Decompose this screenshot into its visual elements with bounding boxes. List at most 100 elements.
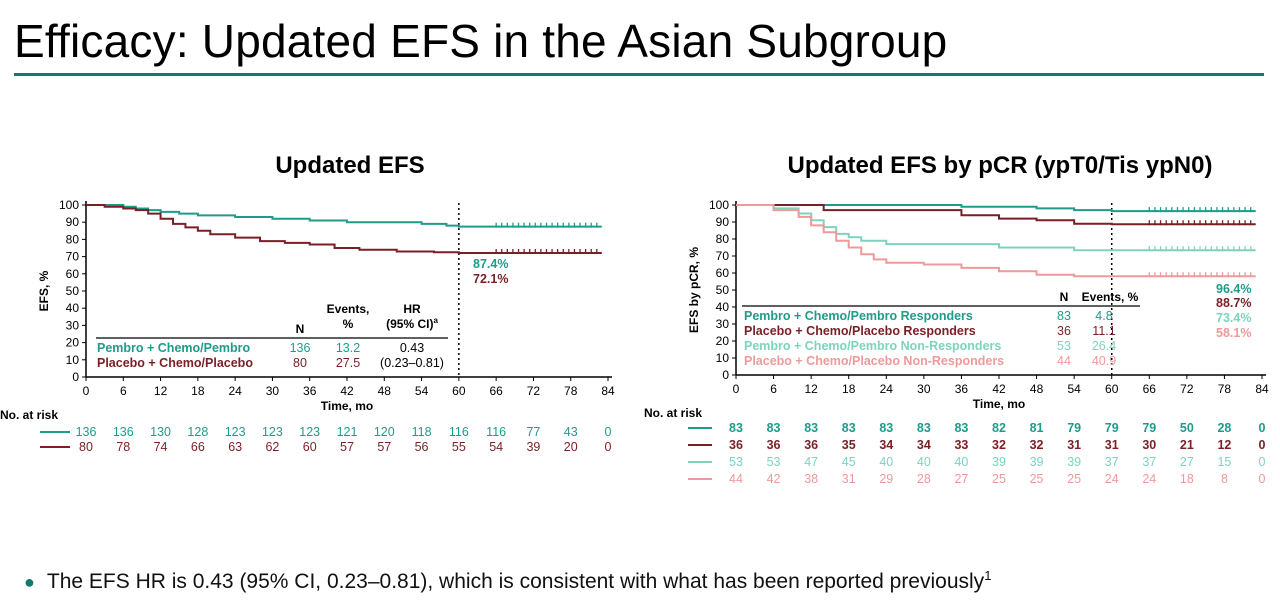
x-tick-label: 30 (917, 382, 931, 396)
y-tick-label: 50 (716, 283, 730, 297)
at-risk-value: 74 (154, 440, 168, 454)
footnote: ● The EFS HR is 0.43 (95% CI, 0.23–0.81),… (24, 568, 991, 594)
y-tick-label: 70 (66, 250, 80, 264)
at-risk-value: 42 (767, 472, 781, 486)
y-tick-label: 20 (716, 334, 730, 348)
y-tick-label: 80 (66, 232, 80, 246)
at-risk-value: 136 (76, 425, 97, 439)
x-tick-label: 18 (191, 384, 205, 398)
y-tick-label: 10 (66, 353, 80, 367)
table-row-events: 4.8 (1095, 309, 1112, 323)
at-risk-value: 39 (1067, 455, 1081, 469)
at-risk-value: 40 (917, 455, 931, 469)
x-tick-label: 12 (804, 382, 818, 396)
at-risk-value: 83 (954, 421, 968, 435)
at-risk-value: 0 (605, 440, 612, 454)
at-risk-value: 34 (917, 438, 931, 452)
y-tick-label: 10 (716, 351, 730, 365)
at-risk-value: 55 (452, 440, 466, 454)
y-tick-label: 50 (66, 284, 80, 298)
y-axis-title: EFS, % (37, 270, 51, 311)
y-tick-label: 100 (709, 198, 729, 212)
y-tick-label: 40 (716, 300, 730, 314)
x-tick-label: 36 (303, 384, 317, 398)
at-risk-value: 62 (265, 440, 279, 454)
table-row-n: 53 (1057, 339, 1071, 353)
table-row-events: 26.4 (1092, 339, 1116, 353)
end-value-label: 73.4% (1216, 311, 1251, 325)
at-risk-value: 31 (1105, 438, 1119, 452)
at-risk-value: 34 (879, 438, 893, 452)
y-tick-label: 60 (66, 267, 80, 281)
y-tick-label: 90 (716, 215, 730, 229)
at-risk-value: 50 (1180, 421, 1194, 435)
end-value-label: 72.1% (473, 272, 508, 286)
at-risk-value: 83 (767, 421, 781, 435)
at-risk-value: 31 (842, 472, 856, 486)
at-risk-value: 82 (992, 421, 1006, 435)
slide-title: Efficacy: Updated EFS in the Asian Subgr… (14, 15, 948, 67)
table-header-n: N (1060, 290, 1069, 304)
series-curve (736, 204, 1256, 252)
x-tick-label: 48 (1030, 382, 1044, 396)
x-axis-title: Time, mo (321, 399, 373, 413)
table-row-name: Placebo + Chemo/Placebo (97, 356, 253, 370)
at-risk-value: 79 (1105, 421, 1119, 435)
series-curve (736, 204, 1256, 213)
table-hr-ci: (0.23–0.81) (380, 356, 444, 370)
at-risk-value: 37 (1105, 455, 1119, 469)
y-tick-label: 40 (66, 301, 80, 315)
at-risk-value: 78 (116, 440, 130, 454)
at-risk-value: 53 (729, 455, 743, 469)
table-header-hr-sup: a (433, 316, 438, 325)
end-value-label: 96.4% (1216, 282, 1251, 296)
table-header-hr: HR (403, 302, 421, 316)
table-header-events: Events, % (1082, 290, 1139, 304)
x-tick-label: 24 (228, 384, 242, 398)
at-risk-value: 0 (1259, 421, 1266, 435)
x-tick-label: 66 (489, 384, 503, 398)
at-risk-value: 123 (299, 425, 320, 439)
x-tick-label: 54 (1067, 382, 1081, 396)
at-risk-value: 36 (729, 438, 743, 452)
x-tick-label: 6 (770, 382, 777, 396)
table-row-n: 80 (293, 356, 307, 370)
at-risk-value: 15 (1217, 455, 1231, 469)
at-risk-value: 39 (992, 455, 1006, 469)
table-header-n: N (296, 322, 305, 336)
x-tick-label: 72 (1180, 382, 1194, 396)
series-curve (86, 204, 602, 228)
at-risk-value: 32 (1030, 438, 1044, 452)
at-risk-value: 28 (1217, 421, 1231, 435)
at-risk-value: 121 (337, 425, 358, 439)
at-risk-value: 24 (1105, 472, 1119, 486)
right-chart-title: Updated EFS by pCR (ypT0/Tis ypN0) (787, 152, 1213, 179)
table-row-events: 13.2 (336, 341, 360, 355)
x-tick-label: 18 (842, 382, 856, 396)
at-risk-value: 12 (1217, 438, 1231, 452)
at-risk-value: 36 (767, 438, 781, 452)
at-risk-value: 0 (1259, 438, 1266, 452)
at-risk-value: 27 (1180, 455, 1194, 469)
at-risk-value: 60 (303, 440, 317, 454)
at-risk-value: 123 (225, 425, 246, 439)
x-tick-label: 6 (120, 384, 127, 398)
at-risk-value: 25 (1067, 472, 1081, 486)
x-tick-label: 0 (733, 382, 740, 396)
at-risk-value: 39 (526, 440, 540, 454)
table-row-name: Placebo + Chemo/Placebo Non-Responders (744, 354, 1004, 368)
title-divider (14, 73, 1264, 76)
at-risk-value: 118 (412, 425, 432, 439)
at-risk-value: 79 (1067, 421, 1081, 435)
at-risk-value: 83 (729, 421, 743, 435)
y-axis-title: EFS by pCR, % (687, 247, 701, 333)
at-risk-value: 83 (879, 421, 893, 435)
table-header-hr-ci: (95% CI)a (386, 316, 438, 331)
at-risk-value: 31 (1067, 438, 1081, 452)
x-tick-label: 84 (601, 384, 615, 398)
at-risk-value: 66 (191, 440, 205, 454)
at-risk-value: 20 (564, 440, 578, 454)
at-risk-value: 80 (79, 440, 93, 454)
km-chart-1: 0 10 20 30 40 50 60 70 80 90 100 0 6 12 18 24 30 36 42 48 54… (0, 198, 615, 454)
